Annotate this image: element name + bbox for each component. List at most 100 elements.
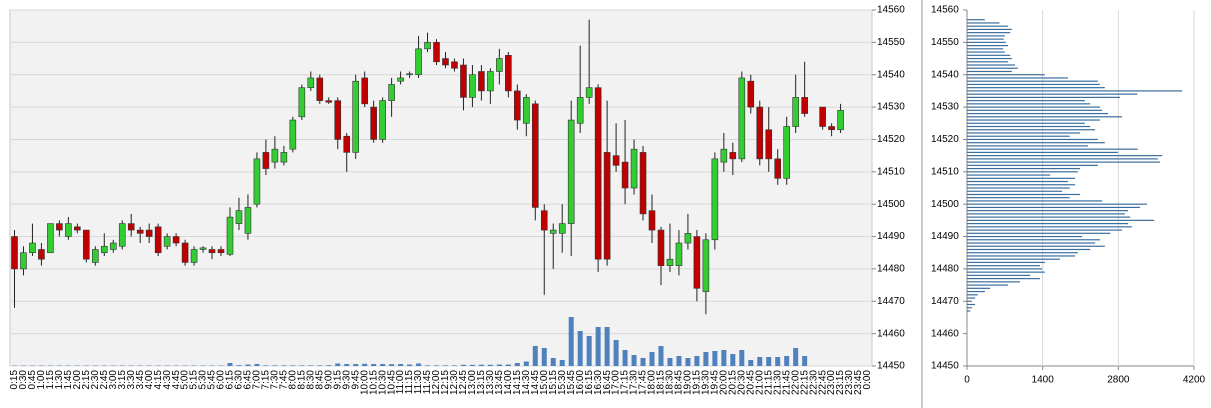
profile-bar [967, 96, 1120, 98]
profile-bar [967, 109, 1103, 111]
x-tick-label: 2800 [1107, 375, 1130, 386]
volume-bar [487, 364, 493, 366]
candle-body [693, 236, 701, 289]
candle-body [576, 97, 584, 124]
profile-bar [967, 271, 1045, 273]
profile-bar [967, 132, 1080, 134]
volume-bar [748, 360, 754, 366]
profile-bar [967, 284, 1009, 286]
volume-bar [577, 331, 583, 366]
profile-bar [967, 167, 1080, 170]
profile-bar [967, 77, 1069, 79]
x-tick-label: 3:45 [135, 370, 146, 390]
candle-body [56, 223, 63, 231]
x-tick-label: 12:45 [458, 370, 469, 395]
x-tick-label: 8:00 [287, 370, 298, 390]
x-tick-label: 10:45 [386, 370, 397, 395]
x-tick-label: 9:45 [350, 370, 361, 390]
candle-body [253, 158, 261, 205]
candle-body [783, 126, 790, 179]
candle-body [181, 242, 189, 263]
volume-bar [442, 365, 448, 366]
candle-body [361, 77, 368, 105]
candle-body [118, 223, 126, 247]
profile-bar [967, 106, 1100, 108]
x-tick-label: 13:30 [485, 370, 496, 395]
profile-bar [967, 70, 1012, 73]
x-tick-label: 8:30 [305, 370, 316, 390]
volume-bar [550, 358, 556, 366]
y-tick-label: 14560 [877, 5, 905, 16]
x-tick-label: 16:15 [584, 370, 595, 395]
candle-body [765, 129, 773, 160]
x-tick-label: 5:45 [207, 370, 218, 390]
volume-bar [254, 364, 260, 366]
x-tick-label: 4:45 [171, 370, 182, 390]
volume-bar [407, 364, 413, 366]
x-tick-label: 15:00 [539, 370, 550, 395]
volume-bar [236, 365, 242, 366]
volume-bar [739, 350, 745, 366]
x-tick-label: 18:00 [647, 370, 658, 395]
x-tick-label: 10:00 [359, 370, 370, 395]
x-tick-label: 19:15 [692, 370, 703, 395]
y-tick-label: 14520 [877, 134, 905, 145]
y-tick-label: 14550 [931, 37, 959, 48]
x-tick-label: 3:30 [126, 370, 137, 390]
volume-bar [362, 363, 368, 366]
x-tick-label: 12:15 [440, 370, 451, 395]
profile-bar [967, 103, 1091, 105]
x-tick-label: 4:15 [153, 370, 164, 390]
profile-bar [967, 300, 972, 302]
volume-bar [559, 360, 565, 366]
volume-bar [335, 363, 341, 366]
x-tick-label: 0:00 [862, 370, 873, 390]
x-tick-label: 22:45 [817, 370, 828, 395]
candle-body [38, 249, 45, 260]
profile-bar [967, 161, 1160, 163]
x-tick-label: 9:30 [341, 370, 352, 390]
volume-bar [595, 327, 601, 366]
profile-bar [967, 190, 1063, 192]
volume-bar [469, 364, 475, 366]
x-tick-label: 10:30 [377, 370, 388, 395]
x-tick-label: 7:45 [279, 370, 290, 390]
x-tick-label: 0:15 [9, 370, 20, 390]
candle-body [612, 155, 620, 166]
candle-body [307, 77, 315, 88]
y-tick-label: 14480 [877, 264, 905, 275]
volume-bar [658, 346, 664, 366]
candle-body [648, 210, 656, 231]
y-tick-label: 14460 [877, 328, 905, 339]
candle-body [208, 249, 216, 254]
profile-bar [967, 151, 1118, 153]
y-tick-label: 14530 [877, 102, 905, 113]
candle-body [29, 242, 36, 254]
profile-bar [967, 28, 1012, 31]
profile-bar [967, 177, 1076, 179]
x-tick-label: 6:15 [225, 370, 236, 390]
profile-bar [967, 61, 1009, 63]
x-tick-label: 18:15 [656, 370, 667, 395]
x-tick-label: 13:15 [476, 370, 487, 395]
candle-body [774, 158, 782, 179]
volume-bar [703, 352, 709, 366]
volume-bar [344, 364, 350, 366]
candle-body [316, 77, 324, 101]
profile-bar [967, 206, 1140, 209]
x-tick-label: 17:15 [620, 370, 631, 395]
y-tick-label: 14490 [877, 231, 905, 242]
candle-body [451, 61, 458, 69]
candle-body [199, 247, 207, 250]
candle-body [226, 216, 234, 255]
candle-body [244, 207, 252, 234]
x-tick-label: 6:30 [234, 370, 245, 390]
profile-bar [967, 229, 1123, 231]
volume-bar [766, 357, 772, 366]
profile-bar [967, 158, 1158, 160]
volume-bar [721, 350, 727, 366]
candle-body [460, 64, 467, 98]
y-tick-label: 14450 [931, 361, 959, 372]
volume-bar [505, 364, 511, 366]
profile-bar [967, 19, 985, 21]
